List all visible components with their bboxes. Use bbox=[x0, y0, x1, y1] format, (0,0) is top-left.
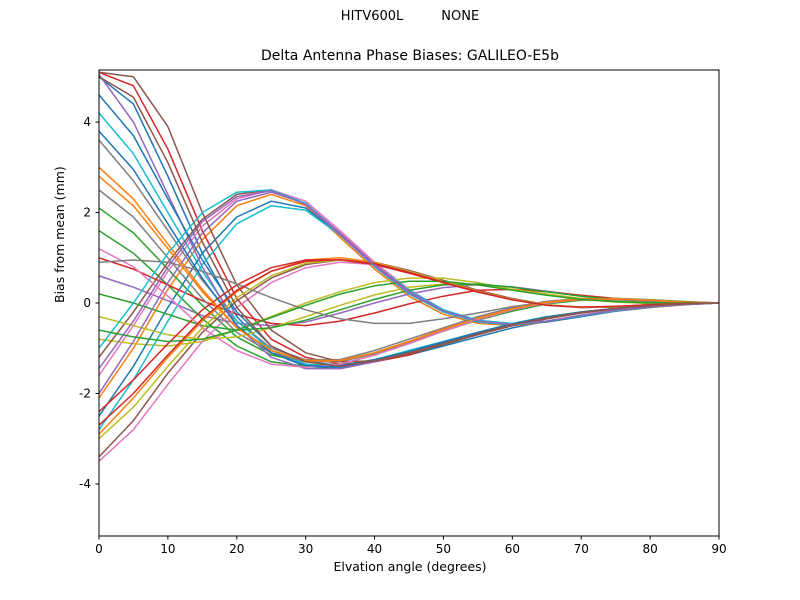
y-tick-label: -2 bbox=[79, 386, 91, 400]
x-tick-label: 90 bbox=[711, 542, 726, 556]
x-axis-label: Elvation angle (degrees) bbox=[333, 559, 487, 574]
figure-header: HITV600L NONE bbox=[100, 9, 720, 24]
series-line bbox=[99, 257, 719, 435]
header-right-label: NONE bbox=[441, 9, 480, 24]
series-line bbox=[99, 139, 719, 361]
series-line bbox=[99, 190, 719, 370]
x-tick-label: 30 bbox=[298, 542, 313, 556]
y-tick-label: 2 bbox=[83, 206, 91, 220]
y-tick-label: 4 bbox=[83, 115, 91, 129]
header-left-label: HITV600L bbox=[340, 9, 404, 24]
series-line bbox=[99, 175, 719, 362]
x-tick-label: 10 bbox=[160, 542, 175, 556]
series-line bbox=[99, 74, 719, 370]
series-line bbox=[99, 277, 719, 347]
series-line bbox=[99, 258, 719, 426]
x-tick-label: 20 bbox=[229, 542, 244, 556]
x-tick-label: 40 bbox=[367, 542, 382, 556]
x-tick-label: 60 bbox=[505, 542, 520, 556]
x-tick-label: 0 bbox=[95, 542, 103, 556]
chart-title: Delta Antenna Phase Biases: GALILEO-E5b bbox=[261, 48, 559, 64]
series-line bbox=[99, 76, 719, 368]
x-tick-label: 70 bbox=[574, 542, 589, 556]
series-group bbox=[99, 71, 719, 462]
y-tick-label: -4 bbox=[79, 477, 91, 491]
y-tick-label: 0 bbox=[83, 296, 91, 310]
x-tick-label: 50 bbox=[436, 542, 451, 556]
x-tick-label: 80 bbox=[642, 542, 657, 556]
series-line bbox=[99, 259, 719, 325]
series-line bbox=[99, 280, 719, 343]
series-line bbox=[99, 76, 719, 370]
